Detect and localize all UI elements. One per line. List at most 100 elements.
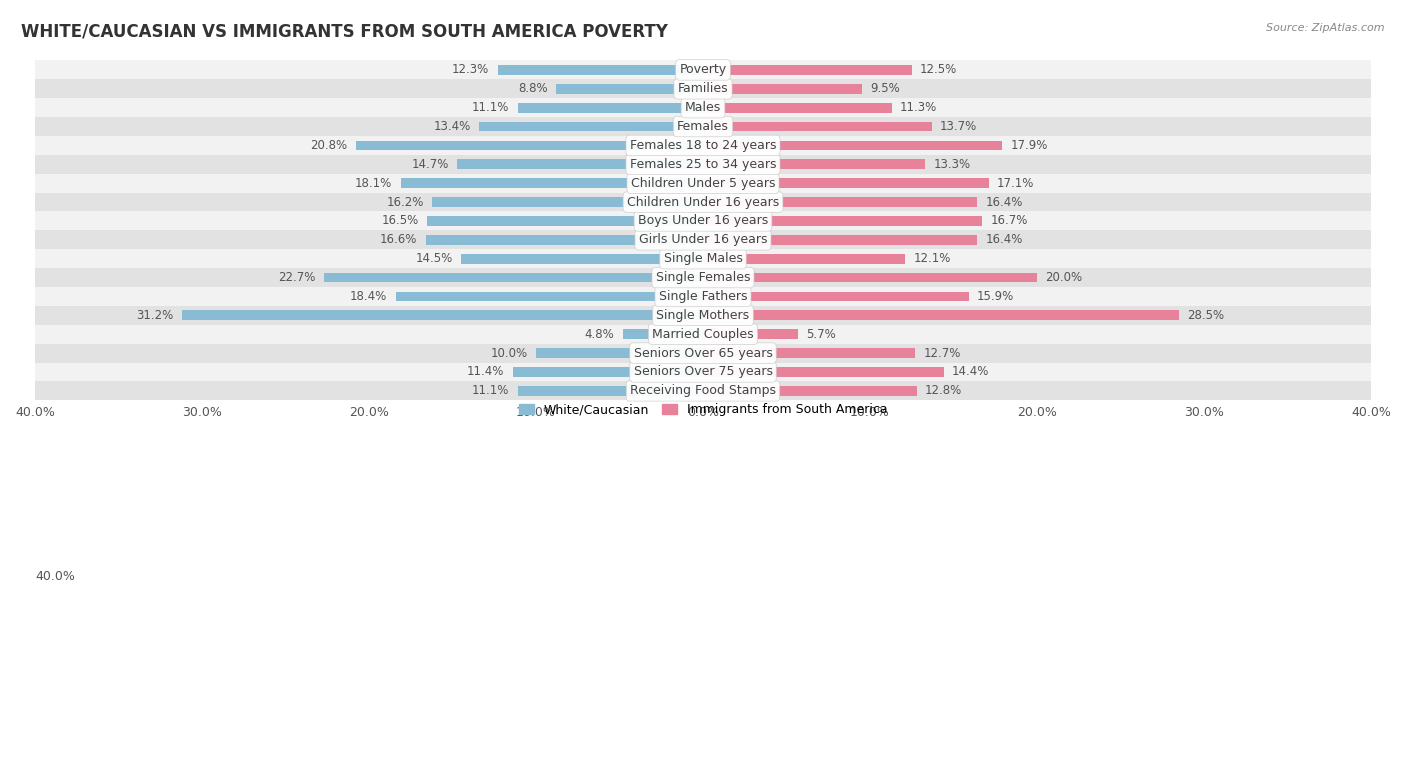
Bar (703, 292, 969, 302)
Bar (517, 103, 703, 113)
Text: 12.1%: 12.1% (914, 252, 950, 265)
Text: 12.3%: 12.3% (451, 64, 489, 77)
Text: 17.9%: 17.9% (1011, 139, 1047, 152)
Bar (517, 386, 703, 396)
Text: 11.1%: 11.1% (472, 384, 509, 397)
Text: Girls Under 16 years: Girls Under 16 years (638, 233, 768, 246)
Bar (181, 311, 703, 320)
Bar (35, 61, 1371, 80)
Bar (703, 65, 911, 75)
Text: 12.8%: 12.8% (925, 384, 962, 397)
Text: Single Females: Single Females (655, 271, 751, 284)
Text: Seniors Over 65 years: Seniors Over 65 years (634, 346, 772, 359)
Bar (35, 343, 1371, 362)
Text: 13.4%: 13.4% (433, 120, 471, 133)
Text: Single Fathers: Single Fathers (659, 290, 747, 303)
Text: 13.3%: 13.3% (934, 158, 970, 171)
Bar (703, 311, 1180, 320)
Text: Married Couples: Married Couples (652, 327, 754, 340)
Text: 11.1%: 11.1% (472, 101, 509, 114)
Bar (433, 197, 703, 207)
Bar (703, 329, 799, 339)
Bar (703, 273, 1038, 283)
Text: 16.6%: 16.6% (380, 233, 418, 246)
Text: 14.4%: 14.4% (952, 365, 990, 378)
Text: Single Mothers: Single Mothers (657, 309, 749, 322)
Bar (703, 254, 905, 264)
Bar (35, 99, 1371, 117)
Text: Source: ZipAtlas.com: Source: ZipAtlas.com (1267, 23, 1385, 33)
Bar (35, 155, 1371, 174)
Bar (35, 362, 1371, 381)
Bar (35, 324, 1371, 343)
Text: Males: Males (685, 101, 721, 114)
Bar (35, 287, 1371, 306)
Text: 12.7%: 12.7% (924, 346, 960, 359)
Bar (703, 178, 988, 188)
Bar (703, 103, 891, 113)
Text: 20.0%: 20.0% (1046, 271, 1083, 284)
Bar (427, 216, 703, 226)
Text: 16.4%: 16.4% (986, 196, 1022, 208)
Bar (703, 140, 1002, 150)
Bar (461, 254, 703, 264)
Text: Children Under 16 years: Children Under 16 years (627, 196, 779, 208)
Text: Children Under 5 years: Children Under 5 years (631, 177, 775, 190)
Text: Poverty: Poverty (679, 64, 727, 77)
Text: Females: Females (678, 120, 728, 133)
Text: 20.8%: 20.8% (311, 139, 347, 152)
Bar (35, 249, 1371, 268)
Text: 16.5%: 16.5% (382, 215, 419, 227)
Text: 8.8%: 8.8% (517, 83, 548, 96)
Text: 12.5%: 12.5% (920, 64, 957, 77)
Text: 14.5%: 14.5% (415, 252, 453, 265)
Text: 11.4%: 11.4% (467, 365, 505, 378)
Bar (479, 121, 703, 131)
Text: 15.9%: 15.9% (977, 290, 1014, 303)
Bar (703, 235, 977, 245)
Bar (35, 230, 1371, 249)
Bar (623, 329, 703, 339)
Bar (35, 174, 1371, 193)
Text: 4.8%: 4.8% (585, 327, 614, 340)
Bar (703, 367, 943, 377)
Text: 17.1%: 17.1% (997, 177, 1035, 190)
Text: 9.5%: 9.5% (870, 83, 900, 96)
Text: 18.4%: 18.4% (350, 290, 387, 303)
Text: 31.2%: 31.2% (136, 309, 173, 322)
Bar (703, 216, 981, 226)
Text: 14.7%: 14.7% (412, 158, 449, 171)
Text: 10.0%: 10.0% (491, 346, 527, 359)
Bar (356, 140, 703, 150)
Text: Females 18 to 24 years: Females 18 to 24 years (630, 139, 776, 152)
Text: 5.7%: 5.7% (807, 327, 837, 340)
Text: 16.7%: 16.7% (990, 215, 1028, 227)
Text: Boys Under 16 years: Boys Under 16 years (638, 215, 768, 227)
Bar (35, 268, 1371, 287)
Text: Receiving Food Stamps: Receiving Food Stamps (630, 384, 776, 397)
Text: 16.2%: 16.2% (387, 196, 425, 208)
Bar (35, 306, 1371, 324)
Legend: White/Caucasian, Immigrants from South America: White/Caucasian, Immigrants from South A… (513, 398, 893, 421)
Text: 40.0%: 40.0% (35, 570, 75, 583)
Bar (498, 65, 703, 75)
Text: 11.3%: 11.3% (900, 101, 938, 114)
Text: Single Males: Single Males (664, 252, 742, 265)
Bar (703, 84, 862, 94)
Bar (35, 136, 1371, 155)
Bar (35, 211, 1371, 230)
Bar (35, 193, 1371, 211)
Text: Families: Families (678, 83, 728, 96)
Bar (555, 84, 703, 94)
Bar (35, 381, 1371, 400)
Bar (703, 121, 932, 131)
Text: 28.5%: 28.5% (1187, 309, 1225, 322)
Text: 22.7%: 22.7% (278, 271, 315, 284)
Bar (536, 348, 703, 358)
Bar (323, 273, 703, 283)
Bar (703, 386, 917, 396)
Text: WHITE/CAUCASIAN VS IMMIGRANTS FROM SOUTH AMERICA POVERTY: WHITE/CAUCASIAN VS IMMIGRANTS FROM SOUTH… (21, 23, 668, 41)
Bar (703, 197, 977, 207)
Bar (703, 159, 925, 169)
Text: 13.7%: 13.7% (941, 120, 977, 133)
